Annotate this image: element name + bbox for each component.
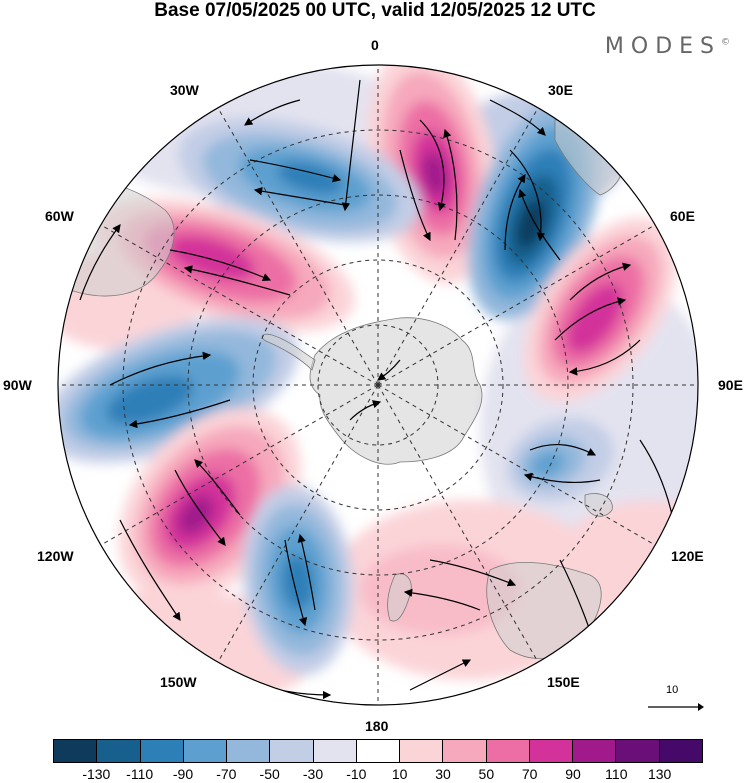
colorbar-tick-label: -110 — [126, 766, 154, 782]
colorbar-tick-label: -130 — [82, 766, 111, 782]
lon-label-90e: 90E — [718, 377, 743, 393]
colorbar-tick-label: 70 — [521, 766, 538, 782]
modes-logo: MODES© — [605, 34, 730, 59]
lon-label-30w: 30W — [170, 82, 199, 98]
colorbar-tick-label: -70 — [216, 766, 237, 782]
colorbar-tick-label: -90 — [172, 766, 194, 782]
reference-vector-label: 10 — [666, 684, 679, 696]
colorbar-swatch — [313, 740, 357, 762]
lon-label-120e: 120E — [671, 548, 704, 564]
colorbar-swatch — [616, 740, 660, 762]
lon-label-120w: 120W — [37, 548, 74, 564]
lon-label-30e: 30E — [548, 82, 573, 98]
colorbar-swatch — [486, 740, 530, 762]
indian-ocean-islands — [584, 493, 613, 517]
brand-name: MODES — [604, 34, 721, 59]
lon-label-180: 180 — [365, 718, 389, 734]
colorbar-swatch — [573, 740, 617, 762]
colorbar-tick-label: 110 — [605, 766, 628, 782]
map-title: Base 07/05/2025 00 UTC, valid 12/05/2025… — [154, 0, 596, 21]
lon-label-90w: 90W — [3, 377, 32, 393]
colorbar-tick-label: -50 — [259, 766, 280, 782]
colorbar — [53, 739, 703, 763]
brand-mark: © — [721, 37, 730, 48]
colorbar-swatch — [659, 740, 702, 762]
colorbar-swatch — [227, 740, 271, 762]
colorbar-tick-label: 90 — [565, 766, 581, 782]
lon-label-150e: 150E — [547, 674, 580, 690]
lon-label-60w: 60W — [45, 208, 74, 224]
colorbar-swatch — [529, 740, 574, 762]
colorbar-swatch — [443, 740, 487, 762]
reference-vector-arrow — [648, 703, 704, 711]
colorbar-swatch — [356, 740, 401, 762]
colorbar-swatch — [97, 740, 141, 762]
graticule — [58, 65, 698, 705]
lon-label-60e: 60E — [670, 208, 695, 224]
colorbar-swatch — [140, 740, 184, 762]
colorbar-swatch — [270, 740, 314, 762]
colorbar-tick-label: 30 — [435, 766, 451, 782]
colorbar-swatch — [183, 740, 228, 762]
colorbar-tick-label: -10 — [346, 766, 367, 782]
lon-label-0: 0 — [371, 37, 379, 53]
colorbar-tick-label: -30 — [302, 766, 324, 782]
new-zealand — [387, 573, 412, 622]
colorbar-tick-label: 130 — [647, 766, 672, 782]
colorbar-tick-label: 50 — [478, 766, 495, 782]
map-border — [57, 64, 699, 706]
lon-label-150w: 150W — [160, 674, 197, 690]
colorbar-swatch — [54, 740, 98, 762]
colorbar-swatch — [400, 740, 444, 762]
colorbar-tick-label: 10 — [391, 766, 408, 782]
